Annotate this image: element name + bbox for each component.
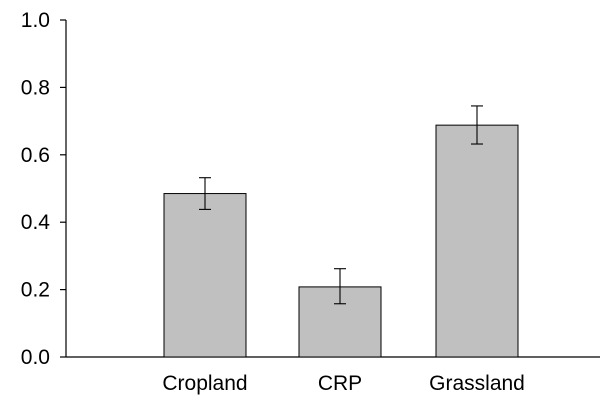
y-tick-label: 0.4 — [21, 211, 51, 234]
bar-cropland — [163, 193, 247, 358]
y-tick-label: 0.6 — [21, 144, 50, 167]
y-tick-label: 0.2 — [21, 279, 50, 302]
error-bars — [199, 105, 483, 305]
y-tick-label: 1.0 — [21, 9, 50, 32]
x-tick-label-cropland: Cropland — [162, 372, 247, 395]
x-tick-label-crp: CRP — [318, 372, 362, 395]
y-tick-label: 0.8 — [21, 76, 50, 99]
tick-labels: 0.0 0.2 0.4 0.6 0.8 1.0 Cropland CRP Grassland — [21, 9, 525, 395]
bar-grassland — [435, 124, 519, 358]
bars — [163, 124, 519, 358]
y-tick-label: 0.0 — [21, 346, 50, 369]
x-tick-label-grassland: Grassland — [429, 372, 525, 395]
